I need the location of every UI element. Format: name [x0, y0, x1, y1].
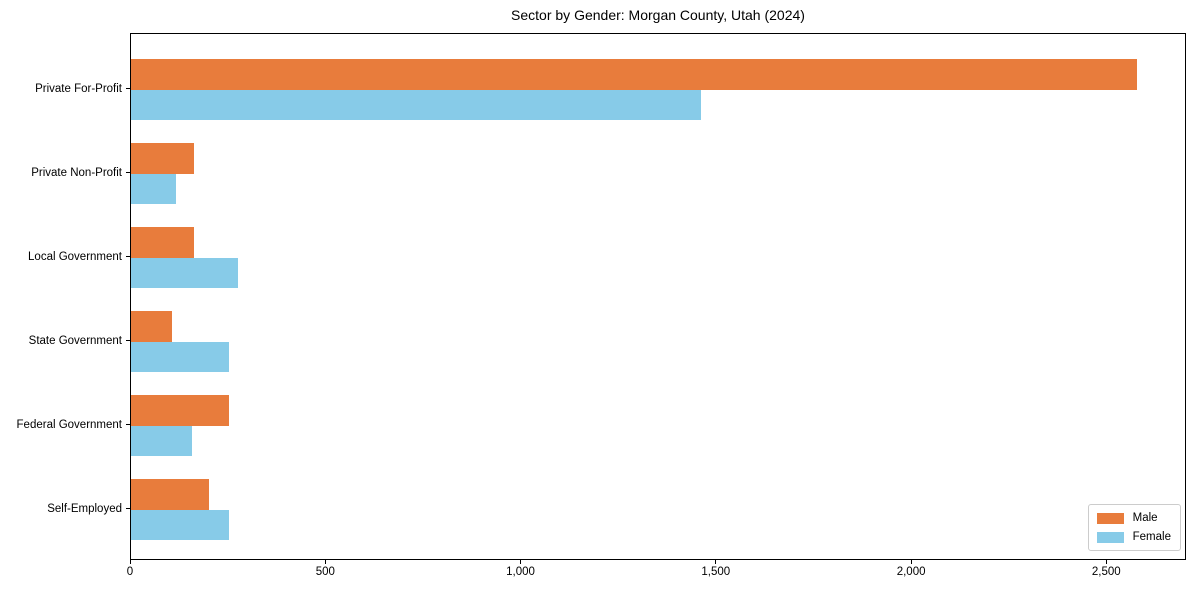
bar-male-local-government	[131, 227, 194, 258]
bar-female-federal-government	[131, 425, 192, 456]
bar-female-private-for-profit	[131, 89, 702, 120]
x-tick-mark	[1105, 560, 1107, 564]
x-tick-mark	[324, 560, 326, 564]
bar-male-self-employed	[131, 479, 210, 510]
x-tick-label: 500	[315, 566, 335, 578]
legend-label-female: Female	[1132, 531, 1171, 543]
x-tick-mark	[910, 560, 912, 564]
bar-male-federal-government	[131, 395, 229, 426]
bar-male-private-non-profit	[131, 143, 194, 174]
x-tick-label: 2,500	[1091, 566, 1121, 578]
y-axis-label: Private For-Profit	[35, 82, 122, 95]
y-axis-label: Private Non-Profit	[31, 166, 122, 179]
bar-female-self-employed	[131, 509, 229, 540]
bar-female-local-government	[131, 257, 239, 288]
legend-item-female: Female	[1096, 531, 1171, 543]
chart-title: Sector by Gender: Morgan County, Utah (2…	[511, 7, 805, 23]
bar-female-private-non-profit	[131, 173, 176, 204]
y-tick-mark	[126, 172, 130, 173]
plot-area: Male Female	[130, 33, 1186, 560]
legend: Male Female	[1087, 504, 1181, 551]
y-axis-label: Federal Government	[16, 418, 122, 431]
bar-male-private-for-profit	[131, 59, 1137, 90]
x-tick-label: 2,000	[896, 566, 926, 578]
y-tick-mark	[126, 508, 130, 509]
x-tick-label: 1,000	[506, 566, 535, 578]
x-tick-mark	[129, 560, 131, 564]
x-tick-mark	[520, 560, 521, 564]
y-tick-mark	[126, 340, 130, 341]
y-tick-mark	[126, 256, 130, 257]
y-axis-label: State Government	[28, 334, 122, 347]
legend-swatch-female	[1096, 531, 1124, 543]
x-tick-label: 1,500	[701, 566, 731, 578]
y-axis-label: Local Government	[28, 250, 122, 263]
bar-male-state-government	[131, 311, 172, 342]
x-tick-mark	[715, 560, 717, 564]
legend-label-male: Male	[1132, 512, 1158, 524]
legend-item-male: Male	[1096, 512, 1171, 524]
legend-swatch-male	[1096, 512, 1124, 524]
y-tick-mark	[126, 88, 130, 89]
y-axis-label: Self-Employed	[47, 502, 122, 515]
y-tick-mark	[126, 424, 130, 425]
x-tick-label: 0	[126, 566, 134, 578]
bar-female-state-government	[131, 341, 229, 372]
